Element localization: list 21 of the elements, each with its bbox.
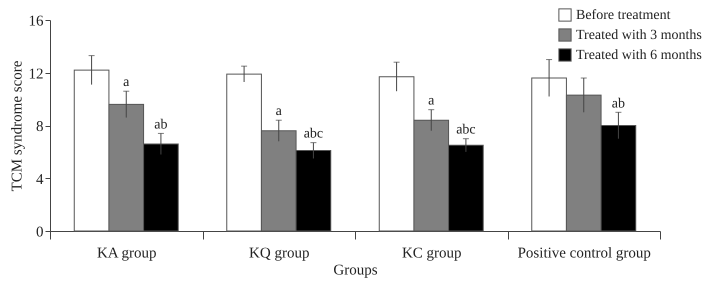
y-tick-label: 8 — [36, 119, 44, 135]
x-axis-title: Groups — [333, 262, 378, 278]
data-label: ab — [154, 117, 168, 132]
data-label: abc — [456, 122, 476, 138]
y-axis-title: TCM syndrome score — [10, 60, 26, 192]
x-tick-label: KQ group — [249, 246, 310, 262]
x-tick-label: KC group — [402, 246, 462, 262]
data-label: abc — [304, 126, 324, 142]
data-label: a — [428, 94, 436, 109]
legend-label: Treated with 3 months — [576, 28, 702, 43]
y-tick-label: 16 — [28, 14, 44, 30]
data-label: a — [276, 104, 283, 120]
x-tick-label: KA group — [96, 246, 157, 262]
legend-label: Before treatment — [576, 8, 671, 23]
data-label: ab — [612, 96, 626, 112]
legend-label: Treated with 6 months — [576, 48, 702, 63]
y-tick-label: 12 — [28, 66, 44, 82]
x-tick-label: Positive control group — [518, 246, 651, 262]
data-label: a — [123, 75, 130, 90]
y-tick-label: 4 — [36, 172, 44, 188]
y-tick-label: 0 — [36, 224, 44, 240]
